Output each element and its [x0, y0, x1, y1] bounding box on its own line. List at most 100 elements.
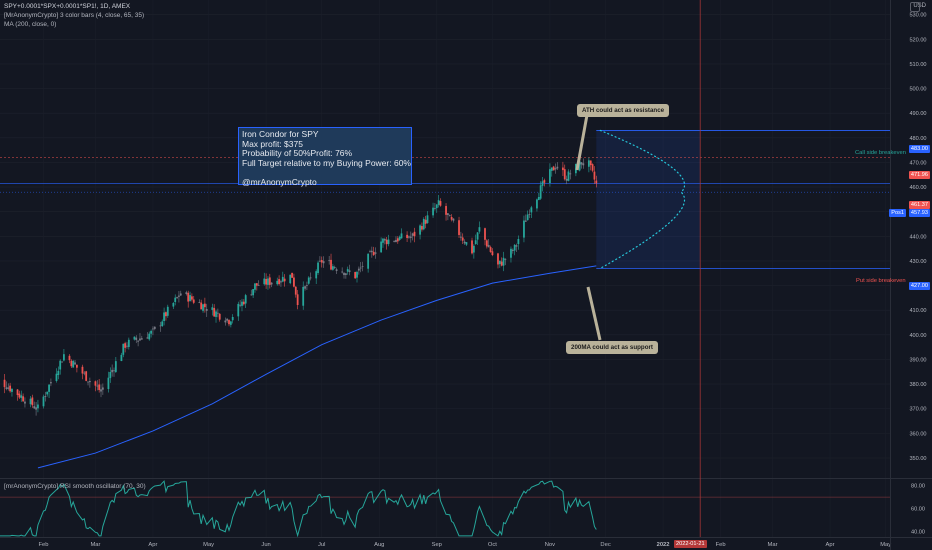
candle-body [70, 360, 73, 367]
x-tick-label: Apr [826, 542, 835, 548]
cone-curve [599, 129, 686, 269]
candle-body [562, 167, 564, 171]
candle-body [361, 266, 364, 268]
candle-body [356, 271, 358, 278]
y-tick-label: 520.00 [909, 37, 926, 43]
call-breakeven-label: Call side breakeven [855, 150, 906, 156]
x-tick-label: Jul [318, 542, 325, 548]
candle-body [552, 166, 555, 171]
candle-body [11, 388, 13, 392]
candle-body [424, 219, 427, 224]
candle-body [133, 336, 136, 340]
candle-body [341, 271, 344, 273]
y-tick-label: 530.00 [909, 13, 926, 19]
candle-body [205, 309, 208, 311]
ath-callout-pointer [575, 114, 589, 171]
candle-body [335, 269, 338, 271]
y-tick-label: 430.00 [909, 259, 926, 265]
candle-body [537, 196, 540, 201]
candle-body [408, 236, 410, 238]
candle-body [57, 370, 60, 376]
ath-callout[interactable]: ATH could act as resistance [577, 104, 670, 117]
last-price-tag: 461.37 [908, 201, 930, 209]
x-tick-label: Jun [261, 542, 270, 548]
candle-body [398, 236, 401, 240]
indicator-legend-color-bars[interactable]: [MrAnonymCrypto] 3 color bars (4, close,… [4, 12, 145, 19]
rsi-oscillator-pane [0, 480, 890, 538]
candle-body [348, 270, 351, 272]
candle-body [459, 236, 462, 238]
candle-body [319, 260, 321, 262]
candles [3, 155, 598, 416]
candle-body [265, 278, 268, 285]
candle-body [369, 251, 371, 253]
candle-body [120, 354, 123, 362]
condor-zone-fill [596, 130, 701, 269]
high-price-tag: 471.96 [908, 171, 930, 179]
candle-body [500, 261, 503, 266]
candle-body [556, 166, 559, 169]
candle-body [191, 296, 193, 300]
chart-settings-icon[interactable] [910, 2, 920, 12]
candle-body [523, 220, 525, 238]
candle-body [50, 382, 52, 384]
candle-body [281, 276, 284, 282]
candle-body [241, 301, 243, 306]
candle-body [550, 167, 553, 171]
oscillator-title: [mrAnonymCrypto] RSI smooth oscillator (… [4, 483, 146, 490]
y-tick-label: 440.00 [909, 234, 926, 240]
candle-body [87, 381, 89, 383]
candle-body [109, 371, 112, 379]
candle-body [185, 292, 188, 295]
candle-body [7, 387, 10, 389]
candle-body [242, 301, 245, 305]
candle-body [333, 267, 336, 269]
x-tick-label: May [203, 542, 214, 548]
candle-body [61, 361, 63, 363]
candle-body [536, 199, 538, 209]
candle-body [42, 396, 45, 407]
candle-body [393, 240, 395, 242]
y-tick-label: 390.00 [909, 357, 926, 363]
candle-body [595, 180, 598, 184]
candle-body [578, 161, 581, 171]
iron-condor-note[interactable]: Iron Condor for SPY Max profit: $375 Pro… [238, 127, 412, 187]
ma200-callout[interactable]: 200MA could act as support [566, 341, 658, 354]
candle-body [218, 313, 221, 320]
candle-body [255, 283, 258, 286]
candle-body [549, 169, 551, 183]
candle-body [487, 244, 490, 248]
candle-body [72, 360, 75, 368]
candle-body [283, 278, 286, 282]
candle-body [22, 396, 24, 402]
candle-body [317, 262, 319, 273]
candle-body [380, 241, 383, 253]
candle-body [437, 200, 440, 205]
candle-body [192, 299, 195, 303]
candle-body [165, 312, 167, 317]
candle-body [166, 306, 169, 316]
candle-body [63, 354, 65, 361]
candle-body [346, 269, 349, 272]
y-tick-label: 510.00 [909, 62, 926, 68]
candle-body [357, 268, 360, 271]
candle-body [593, 171, 596, 180]
x-tick-label: May [880, 542, 891, 548]
candle-body [543, 180, 546, 183]
candle-body [411, 233, 414, 236]
candle-body [280, 281, 282, 283]
candle-body [203, 303, 206, 308]
candle-body [489, 247, 492, 252]
candle-body [409, 236, 412, 238]
candle-body [59, 360, 62, 370]
x-tick-label: Apr [148, 542, 157, 548]
indicator-legend-ma[interactable]: MA (200, close, 0) [4, 21, 57, 28]
candle-body [101, 387, 104, 390]
candle-body [382, 238, 384, 243]
position-price-tag: 457.93 [908, 209, 930, 217]
candle-body [484, 228, 486, 240]
candle-body [124, 343, 127, 348]
y-tick-label: 470.00 [909, 160, 926, 166]
